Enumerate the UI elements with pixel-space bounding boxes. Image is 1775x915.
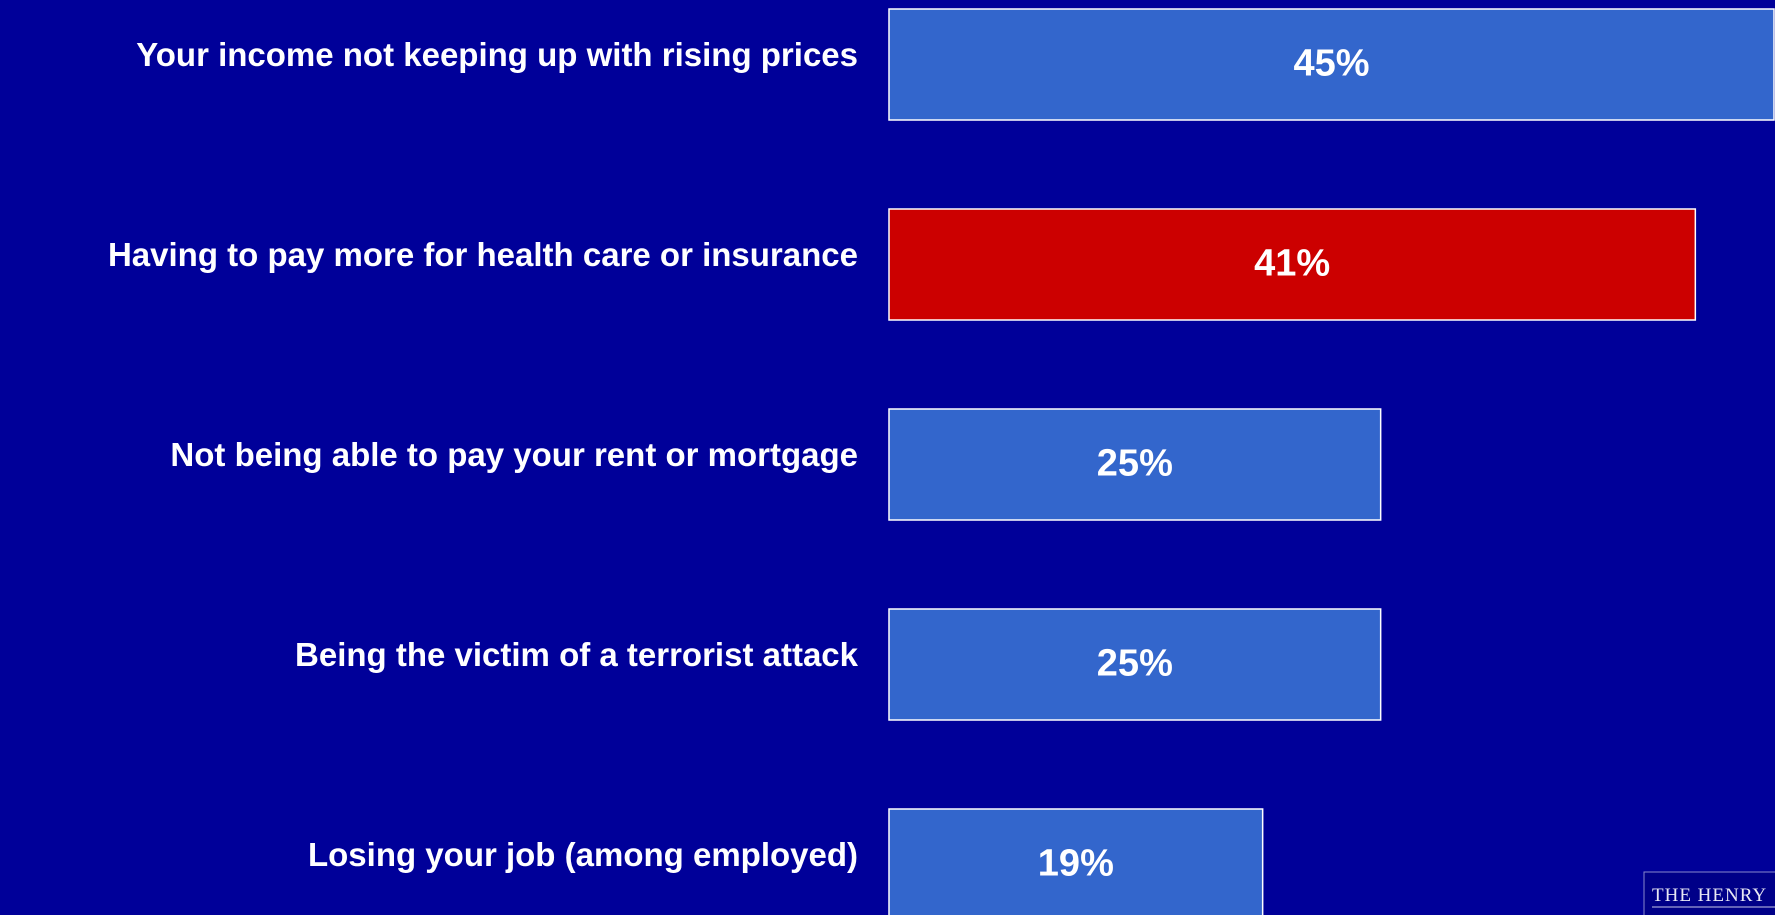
bar xyxy=(888,208,1697,321)
value-label: 25% xyxy=(1097,643,1173,685)
logo: THE HENRY xyxy=(1643,871,1775,915)
value-label: 41% xyxy=(1254,243,1330,285)
category-label: Losing your job (among employed) xyxy=(308,836,858,873)
category-label: Having to pay more for health care or in… xyxy=(108,236,858,273)
value-label: 19% xyxy=(1038,843,1114,885)
bar xyxy=(888,608,1382,721)
bar xyxy=(888,808,1264,915)
bar xyxy=(888,8,1775,121)
logo-text: THE HENRY xyxy=(1652,885,1767,906)
category-label: Your income not keeping up with rising p… xyxy=(136,36,858,73)
value-label: 25% xyxy=(1097,443,1173,485)
category-label: Being the victim of a terrorist attack xyxy=(295,636,859,673)
value-label: 45% xyxy=(1293,43,1369,85)
bar xyxy=(888,408,1382,521)
logo-box xyxy=(1643,871,1775,915)
category-label: Not being able to pay your rent or mortg… xyxy=(170,436,858,473)
